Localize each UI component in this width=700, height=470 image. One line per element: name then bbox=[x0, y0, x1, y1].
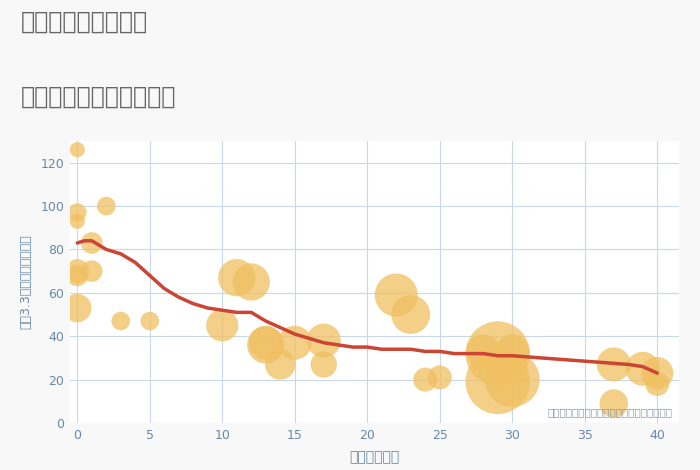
Point bbox=[246, 278, 257, 286]
Point bbox=[492, 378, 503, 385]
Point bbox=[289, 339, 300, 346]
Point bbox=[477, 348, 489, 355]
Text: 兵庫県姫路市南町の: 兵庫県姫路市南町の bbox=[21, 9, 148, 33]
Point bbox=[274, 360, 286, 368]
Point bbox=[507, 348, 518, 355]
Point bbox=[405, 311, 416, 318]
Point bbox=[217, 321, 228, 329]
Point bbox=[260, 339, 272, 346]
Point bbox=[86, 267, 97, 275]
Point bbox=[492, 350, 503, 357]
Point bbox=[101, 202, 112, 210]
Point bbox=[637, 365, 648, 373]
Point bbox=[318, 360, 330, 368]
Point bbox=[71, 218, 83, 225]
Point bbox=[608, 360, 620, 368]
Point bbox=[318, 337, 330, 345]
Point bbox=[652, 369, 663, 377]
Point bbox=[71, 146, 83, 153]
Point bbox=[507, 376, 518, 384]
Point bbox=[71, 209, 83, 216]
Text: 円の大きさは、取引のあった物件面積を示す: 円の大きさは、取引のあった物件面積を示す bbox=[548, 407, 673, 417]
Y-axis label: 坪（3.3㎡）単価（万円）: 坪（3.3㎡）単価（万円） bbox=[19, 235, 32, 329]
Point bbox=[652, 380, 663, 388]
Point bbox=[434, 374, 445, 381]
X-axis label: 築年数（年）: 築年数（年） bbox=[349, 450, 400, 464]
Point bbox=[231, 274, 242, 282]
Point bbox=[420, 376, 431, 384]
Point bbox=[71, 272, 83, 279]
Point bbox=[71, 267, 83, 275]
Point bbox=[391, 291, 402, 299]
Point bbox=[144, 317, 155, 325]
Point bbox=[608, 400, 620, 407]
Point bbox=[71, 304, 83, 312]
Point bbox=[260, 341, 272, 349]
Point bbox=[115, 317, 126, 325]
Point bbox=[86, 239, 97, 247]
Text: 築年数別中古戸建て価格: 築年数別中古戸建て価格 bbox=[21, 85, 176, 109]
